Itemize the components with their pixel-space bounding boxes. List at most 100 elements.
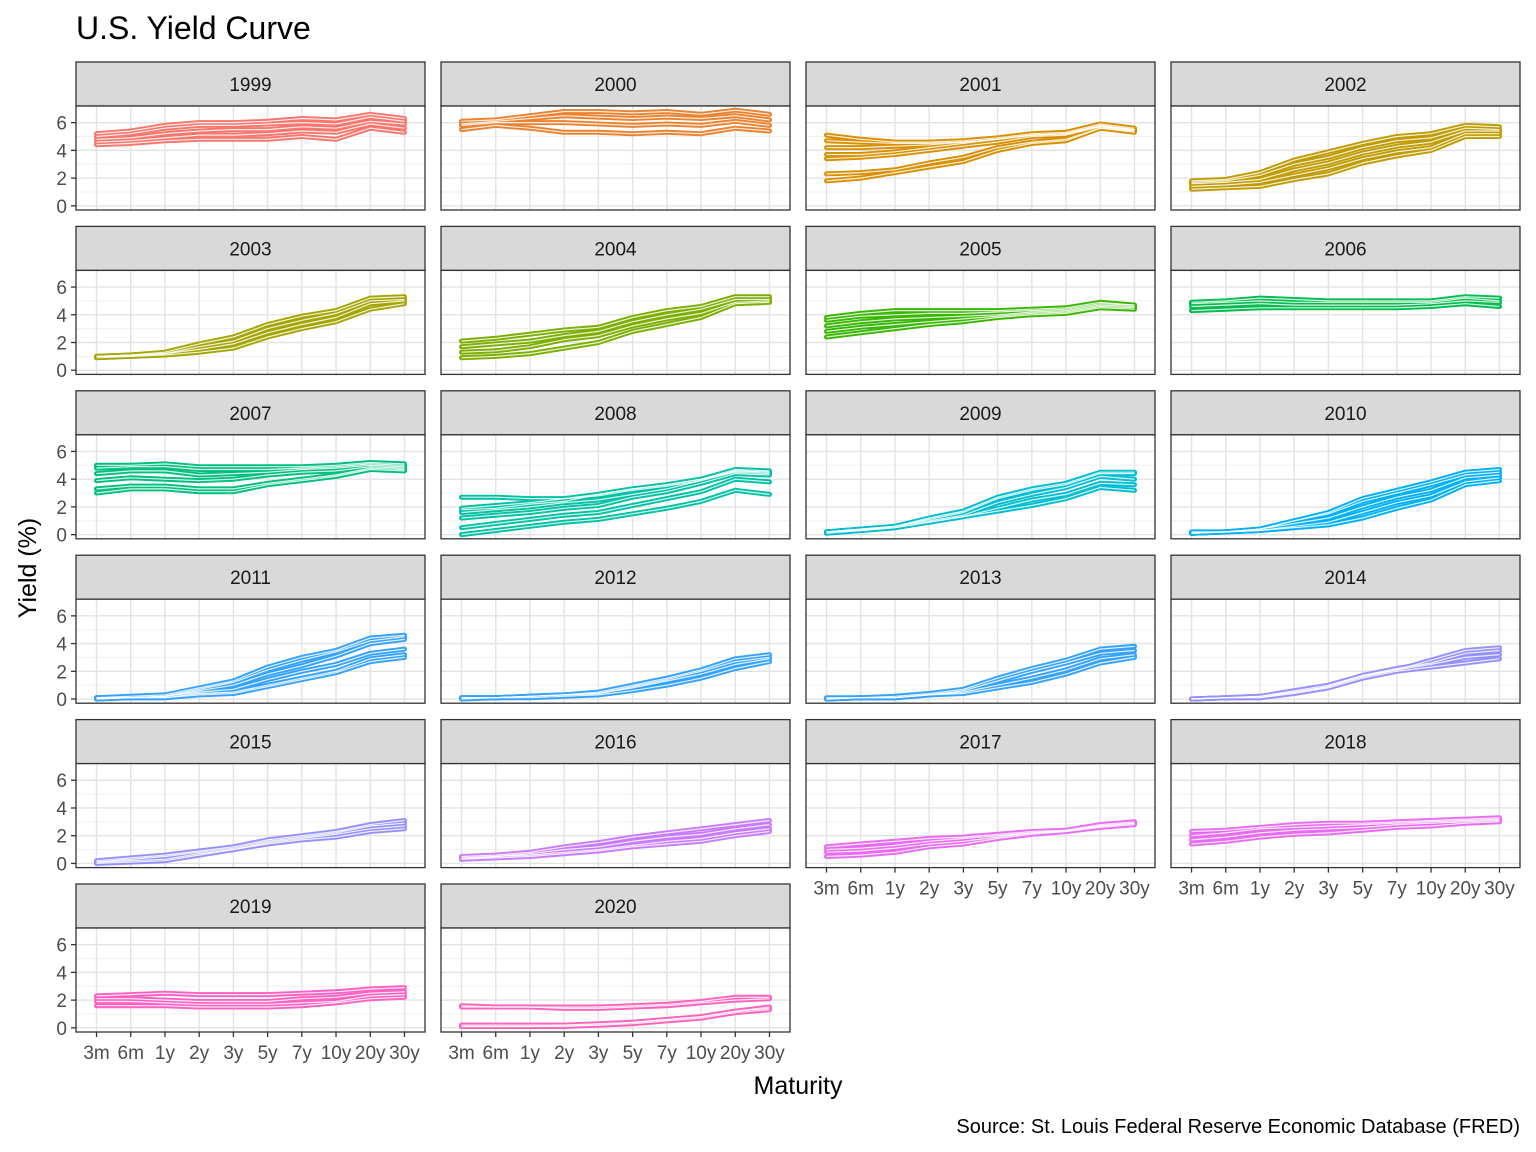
- yield-curve-line: [461, 819, 770, 858]
- y-tick-label: 0: [56, 690, 67, 711]
- x-tick-label: 3y: [223, 1043, 244, 1064]
- yield-curve-line: [826, 821, 1135, 848]
- facet-panel: 2007 0 2 4 6: [56, 390, 426, 547]
- panel-background: [76, 928, 425, 1032]
- yield-curve-line: [826, 307, 1135, 338]
- facet-strip: [1170, 718, 1521, 765]
- yield-curve-line: [1191, 130, 1500, 185]
- facet-panel: 2014: [1170, 554, 1521, 704]
- x-tick-label: 3m: [448, 1043, 474, 1064]
- x-tick-label: 7y: [1387, 879, 1408, 900]
- facet-panel: 2013: [805, 554, 1156, 704]
- facet-strip: [805, 718, 1156, 765]
- facet-strip-label: 2012: [594, 568, 636, 589]
- panel-border: [440, 927, 791, 1033]
- yield-curve-line: [96, 828, 405, 864]
- yield-curve-line: [1191, 135, 1500, 190]
- x-tick-label: 7y: [292, 1043, 313, 1064]
- facet-strip-label: 2005: [959, 239, 1001, 260]
- yield-curve-line: [461, 109, 770, 122]
- yield-curve-line: [826, 475, 1135, 533]
- facet-strip-label: 2015: [229, 733, 271, 754]
- panel-border: [75, 105, 426, 211]
- x-tick-label: 20y: [355, 1043, 386, 1064]
- x-tick-label: 3y: [588, 1043, 609, 1064]
- facet-strip-label: 2019: [229, 897, 271, 918]
- yield-curve-line: [96, 825, 405, 863]
- y-tick-label: 6: [56, 936, 67, 957]
- x-tick-label: 10y: [686, 1043, 717, 1064]
- x-tick-label: 2y: [1284, 879, 1305, 900]
- y-tick-label: 2: [56, 827, 67, 848]
- facet-panel: 2012: [440, 554, 791, 704]
- yield-curve-line: [1191, 817, 1500, 833]
- x-tick-label: 1y: [155, 1043, 176, 1064]
- panel-border: [1170, 434, 1521, 540]
- x-tick-label: 1y: [1250, 879, 1271, 900]
- yield-curve-line: [96, 822, 405, 863]
- x-tick-label: 5y: [1353, 879, 1374, 900]
- x-axis-title: Maturity: [754, 1072, 843, 1100]
- facet-strip-label: 1999: [229, 75, 271, 96]
- facet-panel: 2005: [805, 225, 1156, 376]
- panel-border: [1170, 269, 1521, 376]
- panel-background: [1171, 763, 1520, 868]
- x-tick-label: 10y: [321, 1043, 352, 1064]
- yield-curve-line: [1191, 647, 1500, 700]
- yield-curve-line: [461, 996, 770, 1008]
- x-tick-label: 3m: [1178, 879, 1204, 900]
- yield-curve-line: [826, 123, 1135, 143]
- panel-border: [1170, 598, 1521, 704]
- yield-curve-line: [96, 300, 405, 357]
- yield-curve-line: [1191, 821, 1500, 845]
- panel-border: [440, 762, 791, 869]
- facet-strip: [440, 718, 791, 765]
- x-tick-label: 20y: [1450, 879, 1481, 900]
- yield-curve-line: [461, 473, 770, 519]
- y-tick-label: 0: [56, 1019, 67, 1040]
- chart-title: U.S. Yield Curve: [76, 10, 311, 46]
- yield-curve-line: [96, 463, 405, 471]
- panel-border: [75, 434, 426, 540]
- panel-border: [440, 269, 791, 376]
- y-tick-label: 0: [56, 854, 67, 875]
- x-tick-label: 2y: [554, 1043, 575, 1064]
- facet-strip: [440, 390, 791, 436]
- yield-curve-line: [461, 478, 770, 529]
- facet-strip-label: 2002: [1324, 75, 1366, 96]
- x-tick-label: 1y: [520, 1043, 541, 1064]
- x-tick-label: 30y: [754, 1043, 785, 1064]
- yield-curve-line: [96, 991, 405, 1003]
- yield-curve-line: [826, 824, 1135, 858]
- yield-curve-line: [826, 303, 1135, 321]
- facet-strip: [1170, 225, 1521, 272]
- yield-curve-line: [826, 126, 1135, 160]
- yield-curve-line: [96, 467, 405, 490]
- panel-border: [440, 434, 791, 540]
- y-tick-label: 2: [56, 991, 67, 1012]
- panel-background: [441, 763, 790, 868]
- x-tick-label: 2y: [919, 879, 940, 900]
- panel-background: [441, 928, 790, 1032]
- facet-strip: [1170, 390, 1521, 436]
- yield-curve-line: [461, 115, 770, 125]
- facet-panel: 2016: [440, 718, 791, 869]
- x-tick-label: 20y: [1085, 879, 1116, 900]
- y-tick-label: 4: [56, 799, 67, 820]
- yield-curve-line: [461, 828, 770, 860]
- yield-curve-line: [96, 819, 405, 862]
- yield-curve-line: [461, 1006, 770, 1026]
- x-tick-label: 10y: [1051, 879, 1082, 900]
- facet-panel: 2001: [805, 61, 1156, 211]
- yield-curve-line: [96, 466, 405, 482]
- y-tick-label: 6: [56, 771, 67, 792]
- yield-curve-line: [1191, 300, 1500, 308]
- y-tick-label: 2: [56, 498, 67, 519]
- yield-curve-line: [826, 127, 1135, 175]
- yield-curve-line: [96, 468, 405, 494]
- facet-strip: [805, 554, 1156, 600]
- yield-curve-line: [461, 296, 770, 342]
- facet-panel: 2008: [440, 390, 791, 540]
- panel-border: [75, 762, 426, 869]
